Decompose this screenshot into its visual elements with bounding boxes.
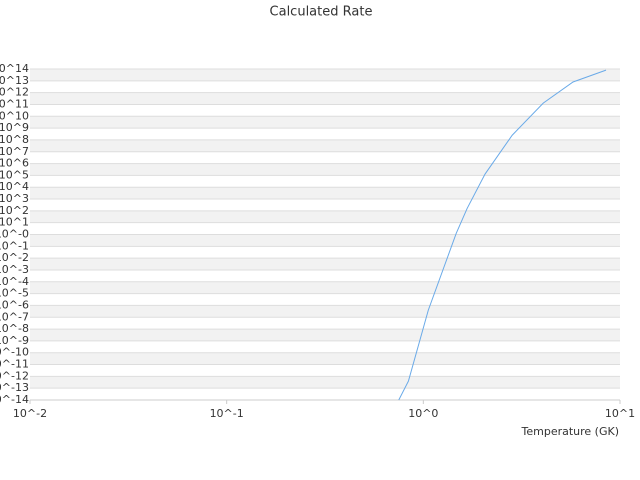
y-tick-label: 10^-2 xyxy=(0,251,29,264)
grid-band xyxy=(30,139,620,152)
grid-band xyxy=(30,234,620,247)
y-tick-label: 10^4 xyxy=(0,180,29,193)
y-tick-label: 10^-0 xyxy=(0,228,29,241)
y-tick-label: 10^12 xyxy=(0,86,29,99)
y-tick-label: 10^-6 xyxy=(0,298,29,311)
y-tick-label: 10^10 xyxy=(0,109,29,122)
y-tick-label: 10^11 xyxy=(0,97,29,110)
y-tick-label: 10^-1 xyxy=(0,239,29,252)
grid-band xyxy=(30,69,620,81)
y-tick-label: 10^-9 xyxy=(0,334,29,347)
grid-band xyxy=(30,281,620,294)
y-tick-label: 10^6 xyxy=(0,157,29,170)
y-tick-label: 10^2 xyxy=(0,204,29,217)
grid-band xyxy=(30,116,620,129)
grid-band xyxy=(30,163,620,176)
x-axis-label: Temperature (GK) xyxy=(521,425,620,438)
y-tick-label: 10^8 xyxy=(0,133,29,146)
y-tick-label: 10^-5 xyxy=(0,287,29,300)
grid-band xyxy=(30,187,620,200)
y-tick-label: 10^-4 xyxy=(0,275,29,288)
x-tick-label: 10^0 xyxy=(408,407,438,420)
y-tick-label: 10^9 xyxy=(0,121,29,134)
y-tick-label: 10^-12 xyxy=(0,369,29,382)
grid-band xyxy=(30,305,620,318)
x-tick-label: 10^-1 xyxy=(210,407,244,420)
y-tick-label: 10^-14 xyxy=(0,393,29,406)
grid-band xyxy=(30,258,620,270)
y-tick-label: 10^13 xyxy=(0,74,29,87)
y-tick-label: 10^-8 xyxy=(0,322,29,335)
y-tick-label: 10^5 xyxy=(0,168,29,181)
y-tick-label: 10^14 xyxy=(0,62,29,75)
grid-band xyxy=(30,92,620,105)
y-tick-label: 10^-7 xyxy=(0,310,29,323)
grid-band xyxy=(30,329,620,341)
y-tick-label: 10^1 xyxy=(0,216,29,229)
data-line xyxy=(398,69,607,401)
grid-band xyxy=(30,210,620,223)
y-tick-label: 10^-3 xyxy=(0,263,29,276)
y-tick-label: 10^-10 xyxy=(0,346,29,359)
x-tick-label: 10^-2 xyxy=(13,407,47,420)
chart-title: Calculated Rate xyxy=(270,5,373,20)
y-tick-label: 10^-11 xyxy=(0,358,29,371)
x-tick-label: 10^1 xyxy=(605,407,635,420)
grid-band xyxy=(30,352,620,365)
y-tick-label: 10^7 xyxy=(0,145,29,158)
y-tick-label: 10^3 xyxy=(0,192,29,205)
y-tick-label: 10^-13 xyxy=(0,381,29,394)
grid-band xyxy=(30,376,620,389)
